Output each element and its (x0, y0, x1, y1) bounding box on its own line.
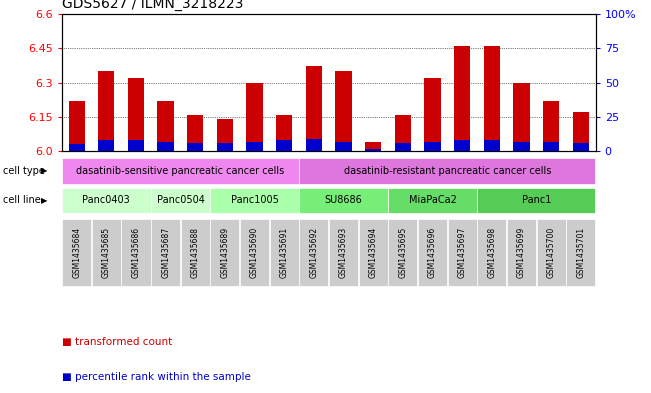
Bar (335, 142, 352, 151)
Text: GSM1435694: GSM1435694 (368, 227, 378, 278)
Bar (454, 140, 471, 151)
Bar (62, 158, 299, 184)
Bar (122, 219, 150, 286)
Text: GDS5627 / ILMN_3218223: GDS5627 / ILMN_3218223 (62, 0, 243, 11)
Text: GSM1435690: GSM1435690 (250, 227, 259, 278)
Bar (543, 101, 559, 151)
Bar (389, 188, 477, 213)
Bar (62, 188, 150, 213)
Bar (484, 140, 500, 151)
Bar (566, 219, 596, 286)
Bar (247, 142, 263, 151)
Bar (395, 143, 411, 151)
Bar (484, 46, 500, 151)
Text: GSM1435700: GSM1435700 (547, 227, 556, 278)
Text: ■ transformed count: ■ transformed count (62, 337, 172, 347)
Text: GSM1435691: GSM1435691 (280, 227, 289, 278)
Bar (424, 78, 441, 151)
Bar (507, 219, 536, 286)
Bar (424, 142, 441, 151)
Text: SU8686: SU8686 (325, 195, 363, 206)
Text: MiaPaCa2: MiaPaCa2 (409, 195, 456, 206)
Bar (187, 143, 204, 151)
Bar (276, 115, 292, 151)
Bar (359, 219, 388, 286)
Bar (158, 142, 174, 151)
Bar (454, 46, 471, 151)
Bar (418, 219, 447, 286)
Text: GSM1435698: GSM1435698 (488, 227, 496, 278)
Bar (543, 142, 559, 151)
Text: GSM1435685: GSM1435685 (102, 227, 111, 278)
Bar (270, 219, 299, 286)
Bar (210, 188, 299, 213)
Text: GSM1435688: GSM1435688 (191, 227, 200, 278)
Text: ■ percentile rank within the sample: ■ percentile rank within the sample (62, 372, 251, 382)
Text: GSM1435693: GSM1435693 (339, 227, 348, 278)
Text: dasatinib-sensitive pancreatic cancer cells: dasatinib-sensitive pancreatic cancer ce… (76, 166, 284, 176)
Text: GSM1435687: GSM1435687 (161, 227, 170, 278)
Text: GSM1435696: GSM1435696 (428, 227, 437, 278)
Bar (573, 143, 589, 151)
Text: GSM1435697: GSM1435697 (458, 227, 467, 278)
Bar (536, 219, 566, 286)
Bar (514, 142, 530, 151)
Bar (276, 140, 292, 151)
Bar (299, 219, 329, 286)
Text: Panc0504: Panc0504 (156, 195, 204, 206)
Bar (210, 219, 240, 286)
Bar (98, 71, 115, 151)
Bar (477, 219, 506, 286)
Bar (128, 140, 144, 151)
Text: dasatinib-resistant pancreatic cancer cells: dasatinib-resistant pancreatic cancer ce… (344, 166, 551, 176)
Bar (306, 139, 322, 151)
Bar (329, 219, 358, 286)
Bar (389, 219, 417, 286)
Text: GSM1435684: GSM1435684 (72, 227, 81, 278)
Bar (68, 144, 85, 151)
Bar (247, 83, 263, 151)
Bar (365, 142, 381, 151)
Bar (68, 101, 85, 151)
Bar (151, 188, 210, 213)
Text: GSM1435692: GSM1435692 (309, 227, 318, 278)
Text: GSM1435695: GSM1435695 (398, 227, 408, 278)
Bar (477, 188, 596, 213)
Bar (299, 158, 596, 184)
Bar (92, 219, 121, 286)
Bar (62, 219, 91, 286)
Bar (187, 115, 204, 151)
Bar (240, 219, 269, 286)
Bar (306, 66, 322, 151)
Text: GSM1435686: GSM1435686 (132, 227, 141, 278)
Text: Panc1: Panc1 (521, 195, 551, 206)
Text: ▶: ▶ (41, 196, 48, 205)
Text: GSM1435699: GSM1435699 (517, 227, 526, 278)
Bar (299, 188, 388, 213)
Bar (395, 115, 411, 151)
Text: GSM1435689: GSM1435689 (221, 227, 229, 278)
Bar (217, 143, 233, 151)
Bar (448, 219, 477, 286)
Text: GSM1435701: GSM1435701 (576, 227, 585, 278)
Text: cell type: cell type (3, 166, 45, 176)
Bar (335, 71, 352, 151)
Bar (128, 78, 144, 151)
Bar (181, 219, 210, 286)
Bar (573, 112, 589, 151)
Text: ▶: ▶ (41, 167, 48, 175)
Bar (98, 140, 115, 151)
Bar (514, 83, 530, 151)
Text: Panc0403: Panc0403 (83, 195, 130, 206)
Bar (217, 119, 233, 151)
Bar (365, 149, 381, 151)
Bar (158, 101, 174, 151)
Bar (151, 219, 180, 286)
Text: cell line: cell line (3, 195, 41, 206)
Text: Panc1005: Panc1005 (230, 195, 279, 206)
